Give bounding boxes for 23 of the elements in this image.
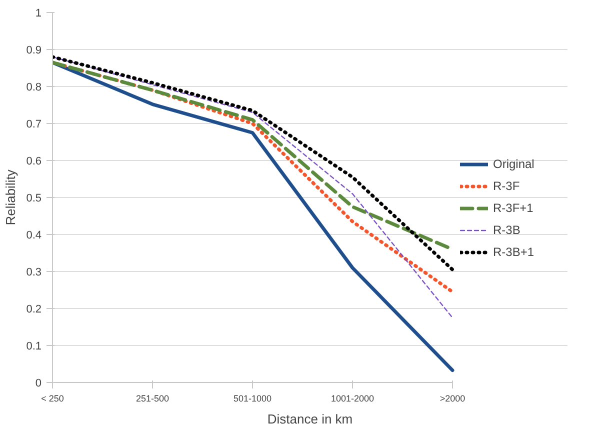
y-tick-label: 0 xyxy=(35,378,42,390)
x-tick-label: >2000 xyxy=(440,394,466,404)
y-tick-label: 0.4 xyxy=(26,230,42,242)
y-tick-label: 0.1 xyxy=(26,340,42,352)
legend-label: R-3F xyxy=(493,179,520,193)
y-tick-label: 0.6 xyxy=(26,156,42,168)
legend-label: Original xyxy=(493,157,534,171)
x-axis-title: Distance in km xyxy=(267,412,353,426)
y-tick-label: 1 xyxy=(35,8,42,20)
y-tick-label: 0.7 xyxy=(26,118,42,130)
legend-label: R-3F+1 xyxy=(493,201,534,215)
y-tick-label: 0.2 xyxy=(26,304,42,316)
y-tick-label: 0.8 xyxy=(26,82,42,94)
y-tick-label: 0.3 xyxy=(26,266,42,278)
x-tick-label: < 250 xyxy=(41,394,64,404)
legend-label: R-3B+1 xyxy=(493,245,534,259)
y-tick-label: 0.5 xyxy=(26,192,42,204)
legend-label: R-3B xyxy=(493,223,520,237)
x-tick-label: 1001-2000 xyxy=(330,394,374,404)
y-tick-label: 0.9 xyxy=(26,44,42,56)
x-tick-label: 251-500 xyxy=(136,394,170,404)
x-tick-label: 501-1000 xyxy=(233,394,272,404)
y-axis-title: Reliability xyxy=(3,169,18,226)
